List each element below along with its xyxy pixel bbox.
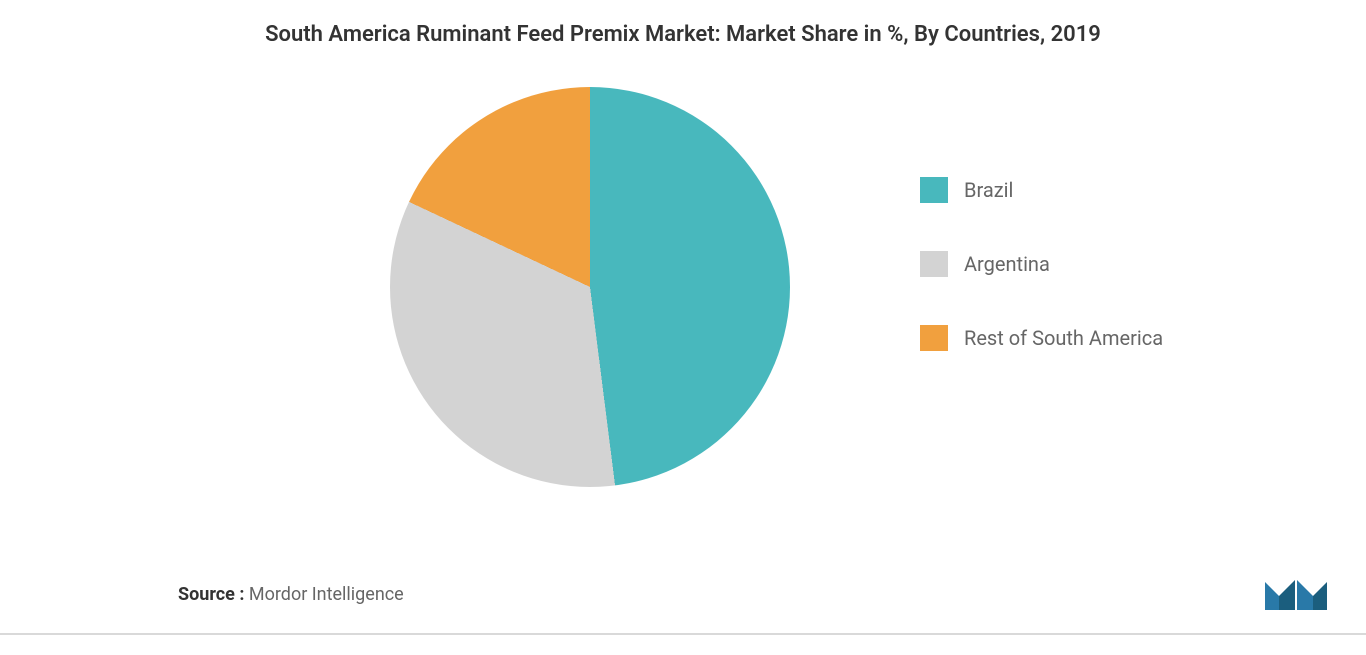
- brand-logo: [1261, 570, 1331, 615]
- divider: [0, 633, 1366, 635]
- legend-swatch: [920, 177, 948, 203]
- legend-swatch: [920, 251, 948, 277]
- legend-item: Rest of South America: [920, 325, 1163, 351]
- legend-label: Rest of South America: [964, 326, 1163, 350]
- source-label: Source :: [178, 584, 244, 605]
- pie-chart: [390, 87, 790, 487]
- source-attribution: Source : Mordor Intelligence: [178, 584, 404, 605]
- legend-label: Brazil: [964, 178, 1013, 202]
- source-value: Mordor Intelligence: [249, 584, 404, 605]
- chart-area: Brazil Argentina Rest of South America: [0, 77, 1366, 527]
- legend-swatch: [920, 325, 948, 351]
- pie-wrapper: [390, 87, 790, 487]
- legend-label: Argentina: [964, 252, 1050, 276]
- legend: Brazil Argentina Rest of South America: [920, 177, 1163, 351]
- legend-item: Argentina: [920, 251, 1163, 277]
- logo-icon: [1261, 570, 1331, 615]
- chart-title: South America Ruminant Feed Premix Marke…: [0, 0, 1366, 57]
- legend-item: Brazil: [920, 177, 1163, 203]
